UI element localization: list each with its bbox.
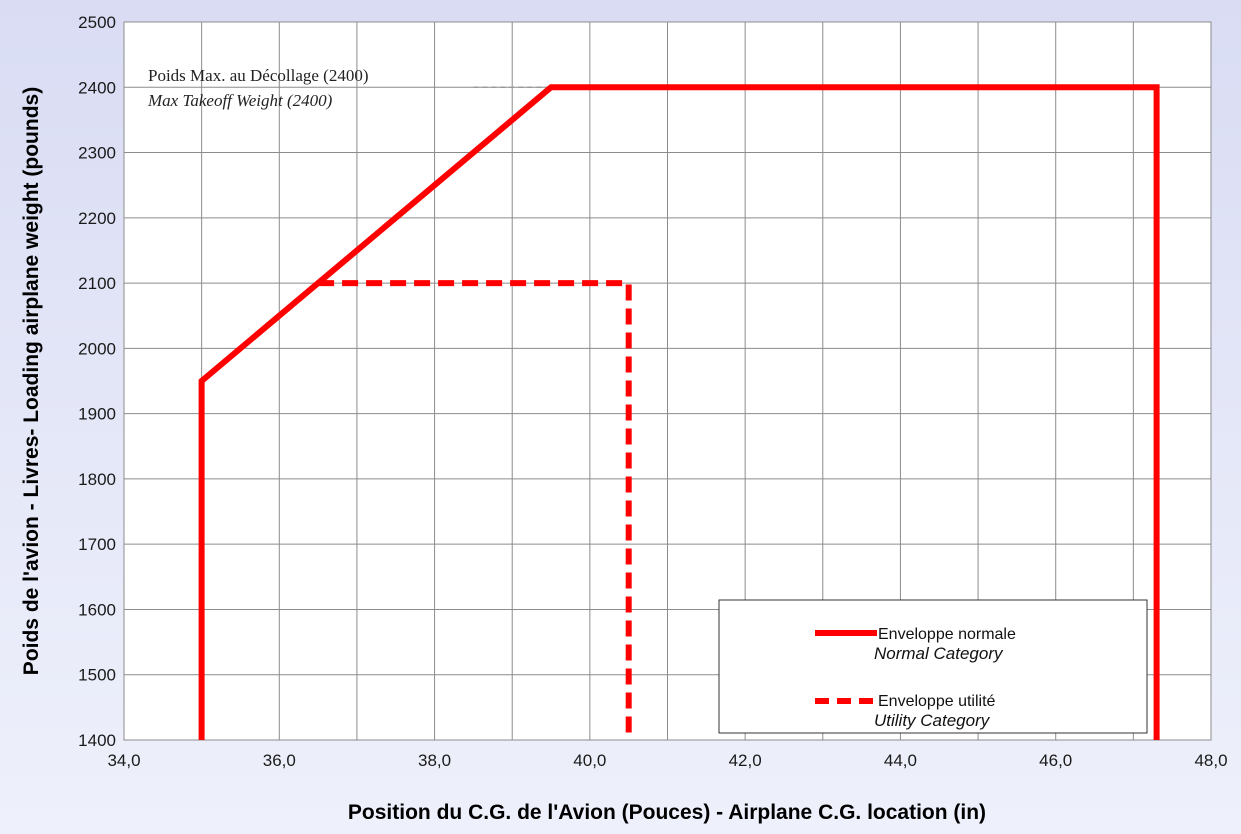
y-tick-label: 1700 bbox=[78, 535, 116, 554]
y-tick-label: 1800 bbox=[78, 470, 116, 489]
y-tick-label: 1600 bbox=[78, 600, 116, 619]
y-tick-label: 2400 bbox=[78, 78, 116, 97]
x-tick-label: 36,0 bbox=[263, 751, 296, 770]
legend-sublabel-normal: Normal Category bbox=[874, 644, 1004, 663]
y-tick-label: 2300 bbox=[78, 144, 116, 163]
series-line-utility bbox=[318, 280, 632, 740]
x-axis-title: Position du C.G. de l'Avion (Pouces) - A… bbox=[348, 801, 986, 824]
annotation-line2: Max Takeoff Weight (2400) bbox=[147, 91, 333, 110]
y-tick-label: 2200 bbox=[78, 209, 116, 228]
legend-sublabel-utility: Utility Category bbox=[874, 711, 991, 730]
y-axis-title: Poids de l'avion - Livres- Loading airpl… bbox=[20, 87, 43, 675]
legend-label-normal: Enveloppe normale bbox=[878, 626, 1016, 643]
x-tick-label: 46,0 bbox=[1039, 751, 1072, 770]
legend: Enveloppe normale Normal Category Envelo… bbox=[718, 599, 1148, 734]
x-tick-label: 48,0 bbox=[1194, 751, 1227, 770]
y-tick-label: 1900 bbox=[78, 405, 116, 424]
series-layer bbox=[198, 84, 1160, 740]
y-tick-label: 2100 bbox=[78, 274, 116, 293]
annotation-line1: Poids Max. au Décollage (2400) bbox=[148, 66, 368, 85]
legend-label-utility: Enveloppe utilité bbox=[878, 693, 996, 710]
x-tick-label: 38,0 bbox=[418, 751, 451, 770]
y-tick-label: 2000 bbox=[78, 339, 116, 358]
y-tick-label: 1500 bbox=[78, 666, 116, 685]
grid-lines bbox=[123, 21, 1212, 741]
series-line-normal bbox=[198, 84, 1160, 740]
y-tick-label: 2500 bbox=[78, 13, 116, 32]
y-tick-labels: 1400 1500 1600 1700 1800 1900 2000 2100 2200 2300… bbox=[78, 13, 116, 750]
x-tick-label: 42,0 bbox=[729, 751, 762, 770]
legend-box bbox=[718, 599, 1148, 734]
y-tick-label: 1400 bbox=[78, 731, 116, 750]
x-tick-label: 40,0 bbox=[573, 751, 606, 770]
x-tick-label: 34,0 bbox=[107, 751, 140, 770]
x-tick-label: 44,0 bbox=[884, 751, 917, 770]
x-tick-labels: 34,0 36,0 38,0 40,0 42,0 44,0 46,0 48,0 bbox=[107, 751, 1227, 770]
